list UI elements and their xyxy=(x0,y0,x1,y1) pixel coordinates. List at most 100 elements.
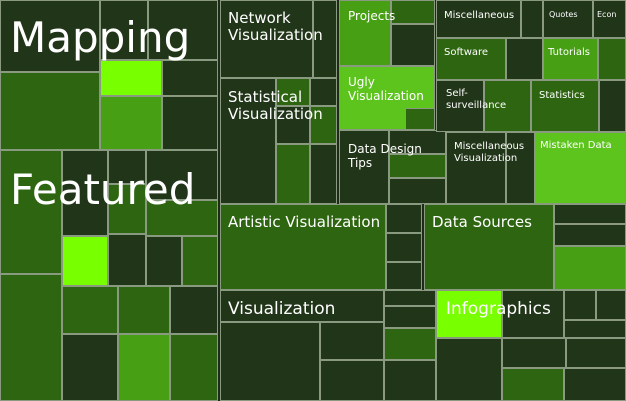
block-label: Statistics xyxy=(539,90,585,101)
treemap-cell xyxy=(543,38,598,80)
treemap-cell xyxy=(424,204,554,290)
treemap-cell xyxy=(599,80,626,132)
treemap-cell xyxy=(220,78,276,204)
treemap-cell xyxy=(100,0,148,60)
block-label: Self-surveillance xyxy=(446,88,507,111)
treemap-cell xyxy=(182,236,218,286)
treemap-cell xyxy=(535,132,626,204)
treemap-cell xyxy=(391,24,435,66)
treemap-cell xyxy=(146,200,218,236)
treemap-cell xyxy=(146,236,182,286)
treemap-cell xyxy=(108,150,146,184)
treemap-cell xyxy=(220,322,320,401)
treemap-cell xyxy=(554,246,626,290)
block-label: Data Design Tips xyxy=(348,142,422,170)
treemap-cell xyxy=(320,360,384,401)
treemap-cell xyxy=(384,360,436,401)
treemap-cell xyxy=(220,204,386,290)
treemap-cell xyxy=(220,0,313,78)
treemap-cell xyxy=(162,60,218,96)
treemap-cell xyxy=(339,130,389,204)
treemap-cell xyxy=(0,150,62,274)
treemap-cell xyxy=(162,96,218,150)
treemap-cell xyxy=(386,204,422,233)
treemap-cell xyxy=(276,78,310,106)
treemap-cell xyxy=(502,368,564,401)
treemap-cell xyxy=(386,262,422,290)
block-label: Tutorials xyxy=(548,47,590,58)
treemap-cell xyxy=(0,0,100,72)
treemap-cell xyxy=(310,106,337,144)
treemap-cell xyxy=(170,334,218,401)
block-label: Visualization xyxy=(228,299,336,319)
treemap-cell xyxy=(339,0,391,66)
treemap-cell xyxy=(310,144,337,204)
treemap-cell xyxy=(320,322,384,360)
treemap-cell xyxy=(108,184,146,234)
block-label: Projects xyxy=(348,9,396,23)
treemap-cell xyxy=(276,106,310,144)
treemap-cell xyxy=(313,0,337,78)
block-label: Quotes xyxy=(549,10,578,19)
block-label: Econ xyxy=(597,10,617,19)
block-label: Artistic Visualization xyxy=(228,213,381,231)
treemap-cell xyxy=(446,132,506,204)
treemap-cell xyxy=(62,286,118,334)
treemap-cell xyxy=(506,132,535,204)
treemap-cell xyxy=(436,338,502,401)
treemap-cell xyxy=(598,38,626,80)
treemap-cell xyxy=(0,274,62,401)
block-label: Mistaken Data xyxy=(540,140,612,151)
block-label: Software xyxy=(444,47,489,58)
treemap-cell xyxy=(386,233,422,262)
block-label: Data Sources xyxy=(432,213,532,231)
treemap-cell xyxy=(62,334,118,401)
treemap-cell xyxy=(436,80,484,132)
block-label: Infographics xyxy=(446,299,551,319)
block-label: Network Visualization xyxy=(228,9,323,45)
treemap-cell xyxy=(146,150,218,200)
block-label: Miscellaneous Visualization xyxy=(454,141,525,164)
treemap-cell xyxy=(564,290,596,320)
treemap-cell xyxy=(170,286,218,334)
treemap-cell xyxy=(543,0,593,38)
treemap-cell xyxy=(148,0,218,60)
block-label: Miscellaneous xyxy=(444,10,515,21)
treemap-cell xyxy=(502,338,566,368)
treemap-cell xyxy=(100,96,162,150)
treemap-cell xyxy=(108,234,146,286)
treemap-cell xyxy=(0,72,100,150)
treemap-cell xyxy=(502,290,564,338)
treemap-cell xyxy=(62,150,108,236)
block-label: Ugly Visualization xyxy=(348,75,424,103)
treemap-cell xyxy=(100,60,162,96)
treemap-cell xyxy=(389,178,446,204)
treemap-cell xyxy=(118,286,170,334)
treemap-cell xyxy=(566,338,626,368)
treemap-cell xyxy=(384,290,436,306)
treemap-cell xyxy=(405,108,435,130)
treemap-cell xyxy=(521,0,543,38)
treemap-cell xyxy=(389,130,446,154)
treemap-cell xyxy=(531,80,599,132)
treemap-cell xyxy=(384,306,436,328)
block-label: Statistical Visualization xyxy=(228,88,323,124)
treemap-cell xyxy=(389,154,446,178)
block-label: Mapping xyxy=(10,13,191,62)
treemap-cell xyxy=(506,38,543,80)
treemap-cell xyxy=(436,290,502,338)
treemap-cell xyxy=(276,144,310,204)
treemap-cell xyxy=(564,368,626,401)
treemap-cell xyxy=(564,320,626,338)
treemap-cell xyxy=(220,290,384,322)
treemap-cell xyxy=(436,38,506,80)
treemap-cell xyxy=(391,0,435,24)
treemap-cell xyxy=(593,0,626,38)
block-label: Featured xyxy=(10,165,196,214)
treemap-cell xyxy=(436,0,521,38)
treemap-cell xyxy=(62,236,108,286)
treemap-cell xyxy=(118,334,170,401)
treemap-cell xyxy=(310,78,337,106)
treemap-cell xyxy=(384,328,436,360)
